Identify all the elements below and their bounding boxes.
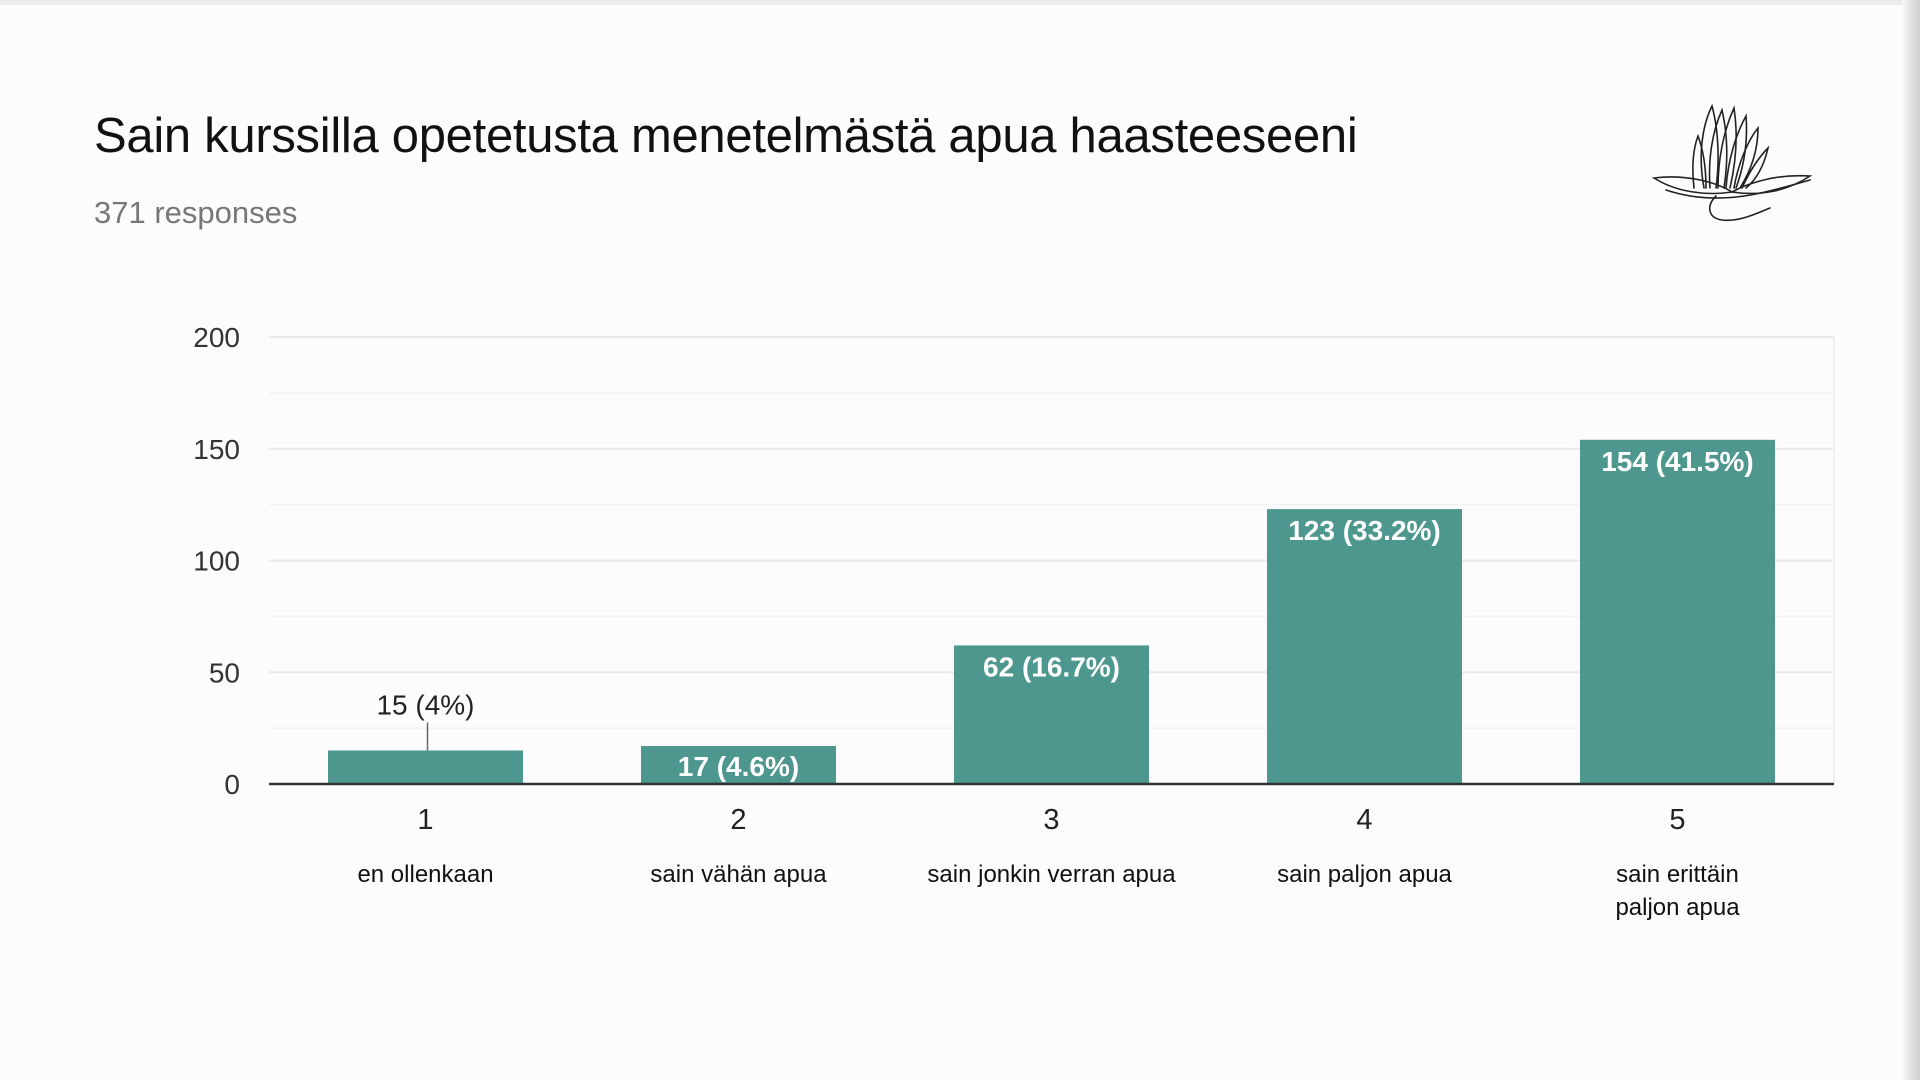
- data-label: 15 (4%): [376, 689, 474, 720]
- data-label: 17 (4.6%): [678, 751, 799, 782]
- x-tick-label: 4: [1356, 804, 1372, 836]
- y-tick-label: 0: [224, 769, 240, 800]
- category-description: sain vähän apua: [650, 861, 827, 888]
- category-description: sain erittäin paljon apua: [1615, 861, 1740, 921]
- slide-right-edge: [1902, 0, 1920, 1080]
- y-axis-ticks: 0 50 100 150 200: [193, 322, 240, 800]
- bar: [954, 645, 1149, 784]
- x-tick-label: 5: [1669, 804, 1685, 836]
- data-label: 154 (41.5%): [1601, 446, 1754, 477]
- y-tick-label: 200: [193, 322, 240, 353]
- x-axis-ticks: 1 2 3 4 5: [417, 804, 1685, 836]
- y-tick-label: 100: [193, 546, 240, 577]
- data-label: 62 (16.7%): [983, 651, 1120, 682]
- response-count: 371 responses: [94, 195, 298, 230]
- data-labels: 15 (4%) 17 (4.6%) 62 (16.7%) 123 (33.2%) 154…: [376, 446, 1753, 782]
- category-description: en ollenkaan: [357, 861, 494, 888]
- x-tick-label: 3: [1043, 804, 1059, 836]
- bar: [641, 746, 836, 784]
- bar: [1580, 439, 1775, 784]
- x-tick-label: 2: [730, 804, 746, 836]
- lotus-logo-icon: [1651, 103, 1813, 222]
- y-tick-label: 50: [209, 657, 240, 688]
- category-description: sain jonkin verran apua: [927, 861, 1176, 888]
- chart-title: Sain kurssilla opetetusta menetelmästä a…: [94, 109, 1358, 163]
- bars: [328, 439, 1775, 784]
- y-tick-label: 150: [193, 434, 240, 465]
- category-description: sain paljon apua: [1277, 861, 1452, 888]
- grid-lines: [269, 336, 1835, 784]
- x-tick-label: 1: [417, 804, 433, 836]
- bar: [1267, 509, 1462, 784]
- top-border: [0, 0, 1920, 5]
- data-label: 123 (33.2%): [1288, 515, 1441, 546]
- bar: [328, 750, 523, 784]
